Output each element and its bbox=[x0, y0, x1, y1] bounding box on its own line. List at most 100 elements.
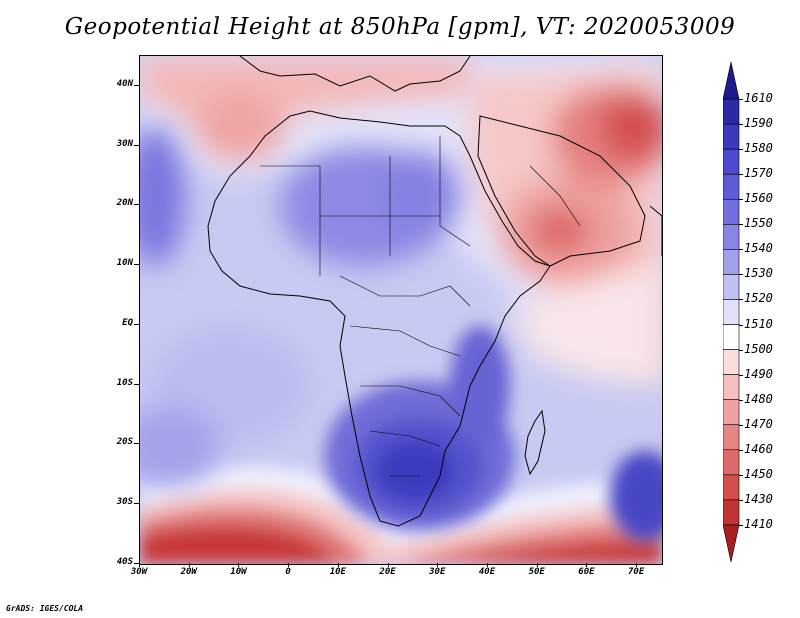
lon-tick-label: 70E bbox=[628, 567, 645, 577]
lon-tick-mark bbox=[437, 563, 438, 567]
colorbar-tick bbox=[739, 325, 743, 326]
colorbar-label: 1430 bbox=[744, 491, 773, 506]
lat-tick-label: 20S bbox=[116, 437, 133, 448]
colorbar-tick bbox=[739, 174, 743, 175]
lat-tick-label: 30N bbox=[116, 138, 133, 149]
lat-tick-mark bbox=[134, 324, 139, 325]
colorbar-tick bbox=[739, 149, 743, 150]
colorbar-swatch bbox=[723, 374, 740, 400]
lat-tick-label: EQ bbox=[122, 317, 133, 328]
colorbar-tick bbox=[739, 99, 743, 100]
colorbar-swatch bbox=[723, 274, 740, 300]
colorbar-swatch bbox=[723, 499, 740, 526]
colorbar-label: 1510 bbox=[744, 316, 773, 331]
colorbar-label: 1610 bbox=[744, 91, 773, 106]
colorbar bbox=[723, 62, 740, 562]
europe-coastline bbox=[239, 56, 471, 92]
lon-tick-mark bbox=[238, 563, 239, 567]
lon-tick-mark bbox=[338, 563, 339, 567]
colorbar-swatch bbox=[723, 449, 740, 476]
map-panel[interactable] bbox=[139, 55, 663, 565]
india-coastline bbox=[649, 205, 662, 256]
colorbar-label: 1500 bbox=[744, 341, 773, 356]
colorbar-tick bbox=[739, 475, 743, 476]
lon-tick-label: 0 bbox=[285, 567, 291, 577]
credit-text: GrADS: IGES/COLA bbox=[6, 604, 84, 613]
colorbar-tick bbox=[739, 525, 743, 526]
colorbar-label: 1590 bbox=[744, 116, 773, 131]
lat-tick-mark bbox=[134, 503, 139, 504]
lat-tick-mark bbox=[134, 85, 139, 86]
colorbar-label: 1470 bbox=[744, 416, 773, 431]
colorbar-tick bbox=[739, 199, 743, 200]
colorbar-label: 1540 bbox=[744, 241, 773, 256]
arabia-coastline bbox=[477, 115, 646, 267]
colorbar-tick bbox=[739, 124, 743, 125]
colorbar-label: 1480 bbox=[744, 391, 773, 406]
colorbar-label: 1520 bbox=[744, 291, 773, 306]
colorbar-tick bbox=[739, 299, 743, 300]
lat-tick-label: 10S bbox=[116, 377, 133, 388]
lat-tick-label: 30S bbox=[116, 497, 133, 508]
colorbar-label: 1550 bbox=[744, 216, 773, 231]
lon-tick-label: 60E bbox=[578, 567, 595, 577]
africa-coastline bbox=[207, 110, 551, 527]
colorbar-tick bbox=[739, 249, 743, 250]
lat-tick-mark bbox=[134, 443, 139, 444]
colorbar-tick bbox=[739, 224, 743, 225]
lon-tick-mark bbox=[139, 563, 140, 567]
colorbar-swatch bbox=[723, 249, 740, 275]
colorbar-swatch bbox=[723, 98, 740, 125]
coastlines bbox=[207, 56, 662, 527]
colorbar-swatch bbox=[723, 349, 740, 375]
lon-tick-label: 20E bbox=[379, 567, 396, 577]
colorbar-tick bbox=[739, 500, 743, 501]
field-east-coast bbox=[510, 266, 662, 386]
lat-tick-mark bbox=[134, 145, 139, 146]
colorbar-swatch bbox=[723, 324, 740, 350]
colorbar-tick bbox=[739, 274, 743, 275]
lon-tick-label: 10E bbox=[329, 567, 346, 577]
lon-tick-mark bbox=[537, 563, 538, 567]
colorbar-swatch bbox=[723, 62, 740, 100]
lon-tick-mark bbox=[636, 563, 637, 567]
colorbar-label: 1490 bbox=[744, 366, 773, 381]
colorbar-swatch bbox=[723, 173, 740, 200]
colorbar-swatch bbox=[723, 198, 740, 225]
colorbar-swatch bbox=[723, 424, 740, 451]
map-title: Geopotential Height at 850hPa [gpm], VT:… bbox=[64, 14, 736, 40]
colorbar-swatch bbox=[723, 224, 740, 250]
lon-tick-label: 30E bbox=[429, 567, 446, 577]
lat-tick-label: 20N bbox=[116, 198, 133, 209]
geopotential-field bbox=[140, 56, 662, 564]
lat-tick-mark bbox=[134, 264, 139, 265]
lat-tick-label: 40S bbox=[116, 557, 133, 567]
colorbar-label: 1410 bbox=[744, 516, 773, 531]
colorbar-swatch bbox=[723, 299, 740, 325]
field-south-africa-high bbox=[325, 326, 662, 541]
colorbar-swatch bbox=[723, 399, 740, 426]
colorbar-label: 1580 bbox=[744, 141, 773, 156]
colorbar-tick bbox=[739, 400, 743, 401]
lon-tick-label: 20W bbox=[180, 567, 197, 577]
madagascar-coastline bbox=[524, 409, 546, 476]
colorbar-swatch bbox=[723, 474, 740, 501]
lon-tick-mark bbox=[288, 563, 289, 567]
lon-tick-mark bbox=[487, 563, 488, 567]
colorbar-label: 1560 bbox=[744, 191, 773, 206]
lon-tick-label: 40E bbox=[478, 567, 496, 577]
lon-tick-mark bbox=[189, 563, 190, 567]
colorbar-label: 1460 bbox=[744, 441, 773, 456]
colorbar-tick bbox=[739, 375, 743, 376]
lat-tick-mark bbox=[134, 384, 139, 385]
lat-tick-label: 40N bbox=[116, 78, 133, 89]
lat-tick-mark bbox=[134, 204, 139, 205]
field-south-band bbox=[140, 466, 662, 564]
colorbar-swatch bbox=[723, 148, 740, 175]
colorbar-swatch bbox=[723, 123, 740, 150]
colorbar-label: 1530 bbox=[744, 266, 773, 281]
field-atlantic bbox=[140, 326, 310, 486]
lat-tick-label: 10N bbox=[116, 258, 133, 269]
colorbar-tick bbox=[739, 350, 743, 351]
colorbar-swatch bbox=[723, 524, 740, 562]
